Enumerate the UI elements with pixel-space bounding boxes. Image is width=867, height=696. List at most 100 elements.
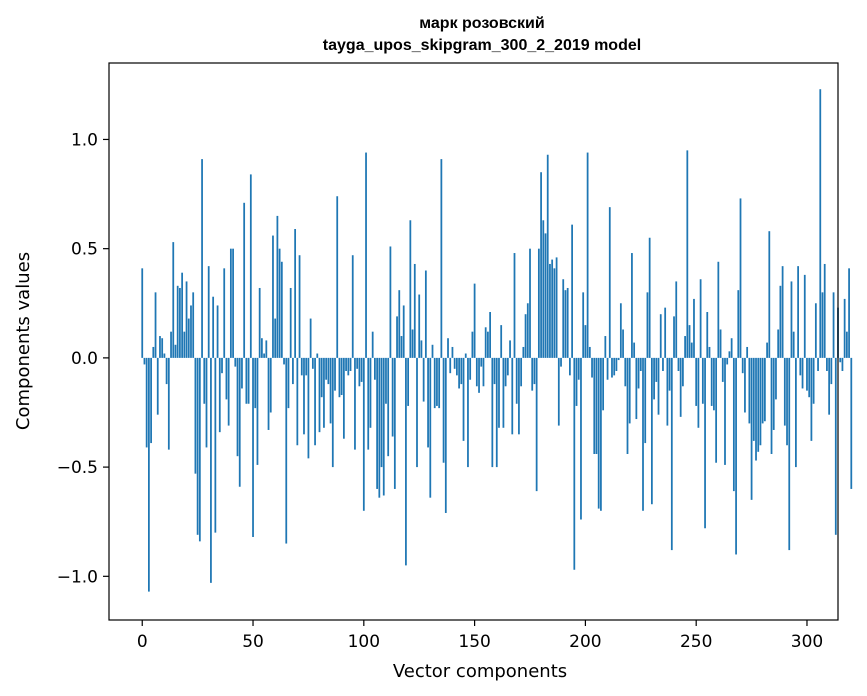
bar-106 <box>376 357 378 489</box>
bar-163 <box>502 357 505 428</box>
bar-69 <box>294 229 297 358</box>
bar-217 <box>622 329 624 358</box>
bar-300 <box>806 357 808 391</box>
y-axis-label: Components values <box>13 252 34 430</box>
bar-247 <box>688 325 691 358</box>
bar-84 <box>327 357 330 385</box>
chart-title-line1: марк розовский <box>419 15 544 32</box>
bar-207 <box>600 357 602 511</box>
bar-3 <box>148 357 150 592</box>
bar-283 <box>768 231 771 358</box>
bar-289 <box>781 266 784 358</box>
bar-110 <box>385 357 387 404</box>
bar-9 <box>161 338 164 358</box>
bar-18 <box>181 272 184 358</box>
bar-130 <box>429 357 432 498</box>
bar-98 <box>358 357 361 387</box>
y-tick-label-1: −0.5 <box>57 458 98 478</box>
bar-93 <box>347 357 350 376</box>
bar-197 <box>577 357 580 380</box>
bar-174 <box>526 303 529 358</box>
x-axis-label: Vector components <box>393 661 567 682</box>
bar-4 <box>150 357 152 444</box>
bar-243 <box>679 357 682 417</box>
bar-27 <box>201 159 203 358</box>
bar-138 <box>447 338 449 358</box>
bar-303 <box>812 357 815 404</box>
bar-164 <box>504 357 507 387</box>
bar-33 <box>214 357 217 533</box>
chart-title-line2: tayga_upos_skipgram_300_2_2019 model <box>323 37 641 54</box>
bar-237 <box>666 357 669 426</box>
bar-74 <box>305 357 308 376</box>
bar-11 <box>165 357 168 385</box>
bar-95 <box>351 255 354 358</box>
bar-97 <box>356 357 359 369</box>
bar-145 <box>462 357 465 441</box>
bar-81 <box>320 357 323 398</box>
bar-187 <box>555 257 558 358</box>
bar-109 <box>382 357 385 496</box>
bar-41 <box>232 248 234 358</box>
bar-273 <box>746 346 749 358</box>
bar-135 <box>440 159 443 358</box>
bar-286 <box>775 357 777 400</box>
bar-103 <box>369 357 372 428</box>
bar-8 <box>159 336 161 358</box>
bar-21 <box>187 318 190 358</box>
bar-195 <box>573 357 576 570</box>
bar-198 <box>580 357 582 520</box>
bar-147 <box>467 357 469 468</box>
bar-85 <box>329 357 332 424</box>
bar-235 <box>662 357 664 371</box>
bar-55 <box>263 353 265 358</box>
bar-269 <box>737 290 740 358</box>
bar-99 <box>360 357 363 382</box>
bar-274 <box>748 357 751 424</box>
bar-133 <box>436 357 438 406</box>
bar-57 <box>267 357 270 430</box>
bar-255 <box>706 312 709 358</box>
bar-277 <box>755 357 757 461</box>
bar-14 <box>172 242 175 358</box>
bar-281 <box>763 357 766 422</box>
bar-152 <box>478 357 480 393</box>
bar-312 <box>832 292 835 358</box>
bar-288 <box>779 285 782 358</box>
bar-39 <box>227 357 230 426</box>
bar-127 <box>422 357 425 402</box>
y-tick-label-0: −1.0 <box>57 567 98 587</box>
bar-63 <box>280 261 283 358</box>
bar-125 <box>418 294 421 358</box>
bar-276 <box>752 357 755 441</box>
bar-20 <box>185 281 188 358</box>
bar-23 <box>192 292 195 358</box>
bar-134 <box>438 357 441 409</box>
bar-206 <box>597 357 600 509</box>
bar-7 <box>156 357 159 415</box>
x-tick-label-1: 50 <box>242 632 264 652</box>
bar-102 <box>367 357 370 450</box>
bar-272 <box>744 357 746 413</box>
bar-35 <box>218 357 221 433</box>
bar-313 <box>834 357 837 535</box>
bar-113 <box>391 357 394 437</box>
bar-294 <box>792 331 795 358</box>
bar-216 <box>619 303 622 358</box>
bar-318 <box>845 331 848 358</box>
bar-149 <box>471 331 474 358</box>
bar-282 <box>766 342 768 358</box>
bar-172 <box>522 346 525 358</box>
bar-189 <box>560 357 562 367</box>
x-tick-label-0: 0 <box>137 632 148 652</box>
bar-0 <box>141 268 144 358</box>
bar-278 <box>757 357 760 452</box>
bar-122 <box>411 329 414 358</box>
bar-219 <box>626 357 629 454</box>
bar-223 <box>635 357 638 420</box>
bar-229 <box>648 237 651 358</box>
bar-5 <box>152 346 155 358</box>
bar-146 <box>464 353 467 358</box>
bar-116 <box>398 290 401 358</box>
bar-258 <box>713 357 715 411</box>
